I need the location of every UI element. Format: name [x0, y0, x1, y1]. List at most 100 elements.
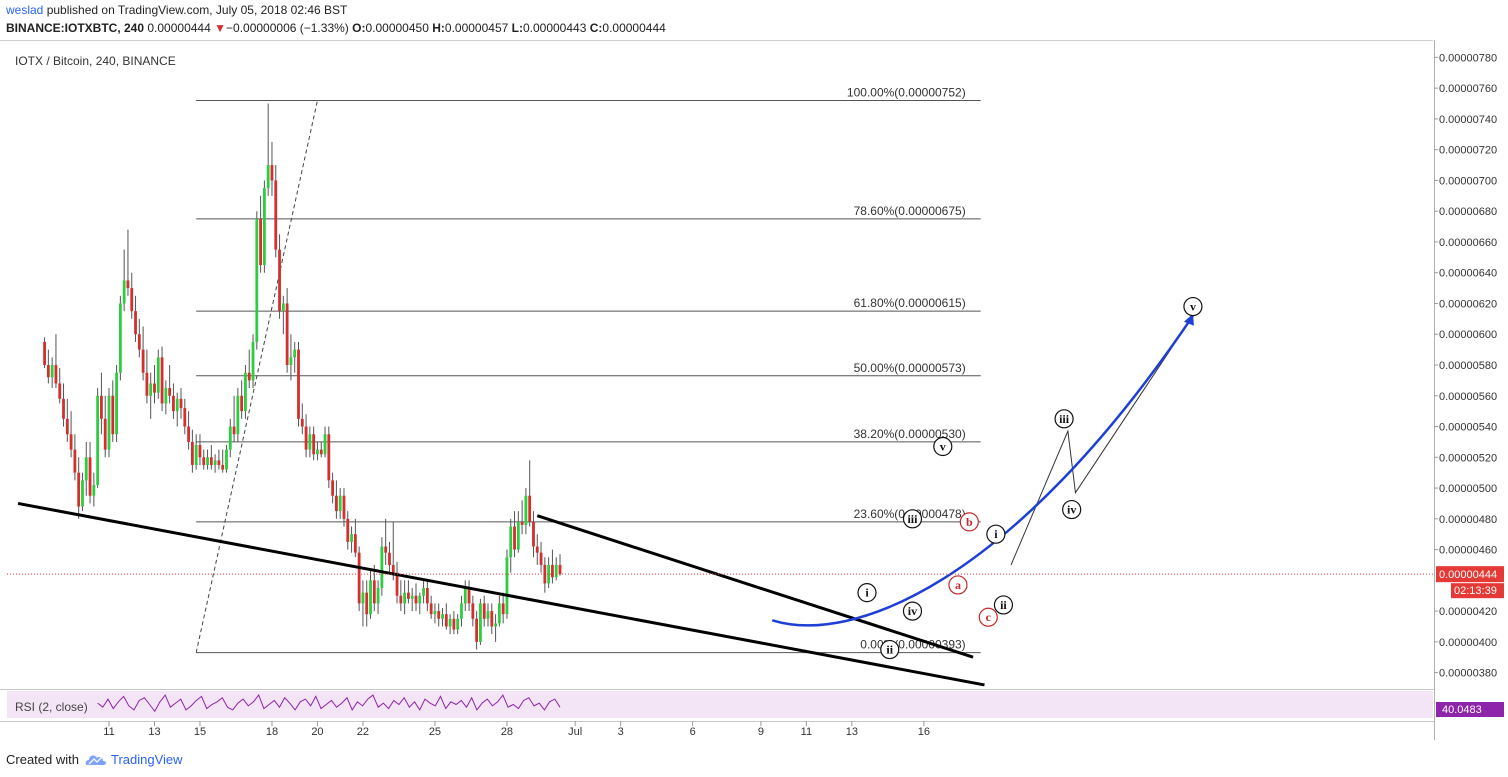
x-tick-label: 6 — [690, 726, 696, 738]
candle-body — [126, 280, 130, 289]
y-tick-label: 0.00000720 — [1439, 145, 1497, 157]
candle — [558, 554, 562, 576]
y-tick-label: 0.00000520 — [1439, 452, 1497, 464]
candle-body — [384, 546, 388, 553]
candle — [323, 426, 327, 458]
candle-body — [228, 426, 232, 450]
ohlc-bar: BINANCE:IOTXBTC, 240 0.00000444 ▼−0.0000… — [6, 21, 666, 35]
candle-body — [369, 580, 372, 615]
candle — [236, 388, 240, 442]
candle-body — [73, 449, 77, 473]
candle-body — [365, 592, 369, 615]
candle — [247, 349, 251, 389]
candle-body — [262, 188, 266, 266]
candle-body — [456, 618, 460, 630]
candle-body — [395, 572, 399, 596]
candle-body — [346, 518, 350, 542]
y-tick-label: 0.00000380 — [1439, 668, 1497, 680]
candle-body — [532, 521, 535, 547]
candle-body — [425, 588, 429, 604]
candle — [274, 165, 278, 258]
candle-body — [202, 457, 206, 465]
candle-body — [213, 460, 217, 465]
x-tick-label: 15 — [194, 726, 206, 738]
tradingview-link[interactable]: TradingView — [85, 752, 183, 767]
author-link[interactable]: weslad — [6, 3, 44, 17]
change-arrow-icon: ▼ — [214, 21, 227, 35]
wave-projection-path — [1010, 315, 1194, 566]
candle-body — [77, 472, 81, 507]
candle — [46, 349, 50, 384]
candle — [217, 449, 221, 470]
candle-body — [81, 480, 84, 507]
wave-label-circle — [948, 575, 968, 595]
candle — [520, 500, 524, 535]
wave-label-text: iv — [908, 604, 917, 618]
candle-body — [350, 534, 353, 542]
candle-body — [65, 418, 69, 435]
candle-body — [429, 603, 433, 615]
candle — [232, 395, 236, 442]
candle — [58, 368, 62, 404]
rsi-line — [97, 694, 561, 713]
candle-body — [255, 218, 259, 342]
candle-body — [388, 552, 391, 565]
candle — [304, 414, 308, 458]
candle-body — [278, 249, 281, 312]
candle — [240, 380, 244, 419]
candle — [448, 614, 452, 635]
candle — [297, 341, 300, 427]
candle — [251, 334, 255, 389]
wave-label-text: a — [955, 578, 961, 592]
wave-label-text: ii — [1000, 598, 1007, 612]
candle — [77, 457, 81, 519]
candle-body — [281, 303, 285, 312]
candle — [414, 583, 418, 612]
candle-body — [96, 395, 100, 485]
candle — [357, 546, 361, 612]
candle — [335, 480, 338, 519]
candle — [516, 511, 520, 553]
candle — [179, 388, 183, 419]
candle-body — [471, 603, 475, 619]
candle — [338, 488, 342, 519]
candle-body — [312, 434, 316, 455]
wave-label-text: v — [940, 440, 946, 454]
candle-body — [331, 480, 335, 496]
wave-label: ii — [880, 639, 900, 660]
trendline — [17, 501, 985, 687]
candle-body — [323, 434, 327, 455]
candle-body — [490, 611, 494, 627]
candle-body — [441, 614, 444, 619]
candle-body — [357, 552, 361, 604]
candle-body — [316, 449, 319, 455]
candle — [372, 564, 376, 612]
candle — [513, 511, 516, 558]
candle — [225, 444, 228, 473]
candle — [259, 195, 262, 273]
wave-label: a — [948, 575, 968, 595]
candle — [262, 180, 266, 273]
close-value: 0.00000444 — [602, 21, 666, 35]
y-tick-label: 0.00000660 — [1439, 237, 1497, 249]
rsi-band — [7, 691, 1433, 718]
candle-body — [479, 603, 482, 642]
candle-body — [88, 457, 92, 496]
candle — [395, 561, 399, 604]
candle — [278, 234, 281, 319]
candle — [342, 488, 346, 527]
wave-label-circle — [857, 583, 877, 603]
candle-body — [168, 388, 172, 396]
candle — [327, 426, 331, 489]
candle-body — [145, 372, 149, 396]
candle-body — [422, 588, 425, 596]
candle-body — [206, 457, 209, 465]
candle — [399, 580, 403, 612]
candle — [156, 349, 160, 399]
candle — [376, 580, 380, 615]
fib-level-label: 78.60%(0.00000675) — [854, 204, 966, 218]
candle-body — [244, 372, 247, 412]
wave-label-text: ii — [886, 643, 893, 657]
publish-info: weslad published on TradingView.com, Jul… — [6, 3, 347, 17]
